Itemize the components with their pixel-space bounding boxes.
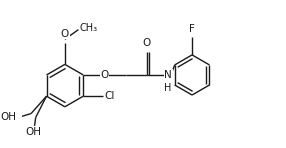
Text: Cl: Cl bbox=[104, 91, 115, 101]
Text: O: O bbox=[61, 29, 69, 38]
Text: O: O bbox=[100, 70, 109, 80]
Text: H: H bbox=[164, 83, 172, 93]
Text: OH: OH bbox=[26, 127, 42, 137]
Text: N: N bbox=[164, 70, 172, 80]
Text: CH₃: CH₃ bbox=[80, 24, 98, 33]
Text: F: F bbox=[189, 24, 195, 34]
Text: O: O bbox=[143, 38, 151, 48]
Text: OH: OH bbox=[0, 112, 16, 122]
